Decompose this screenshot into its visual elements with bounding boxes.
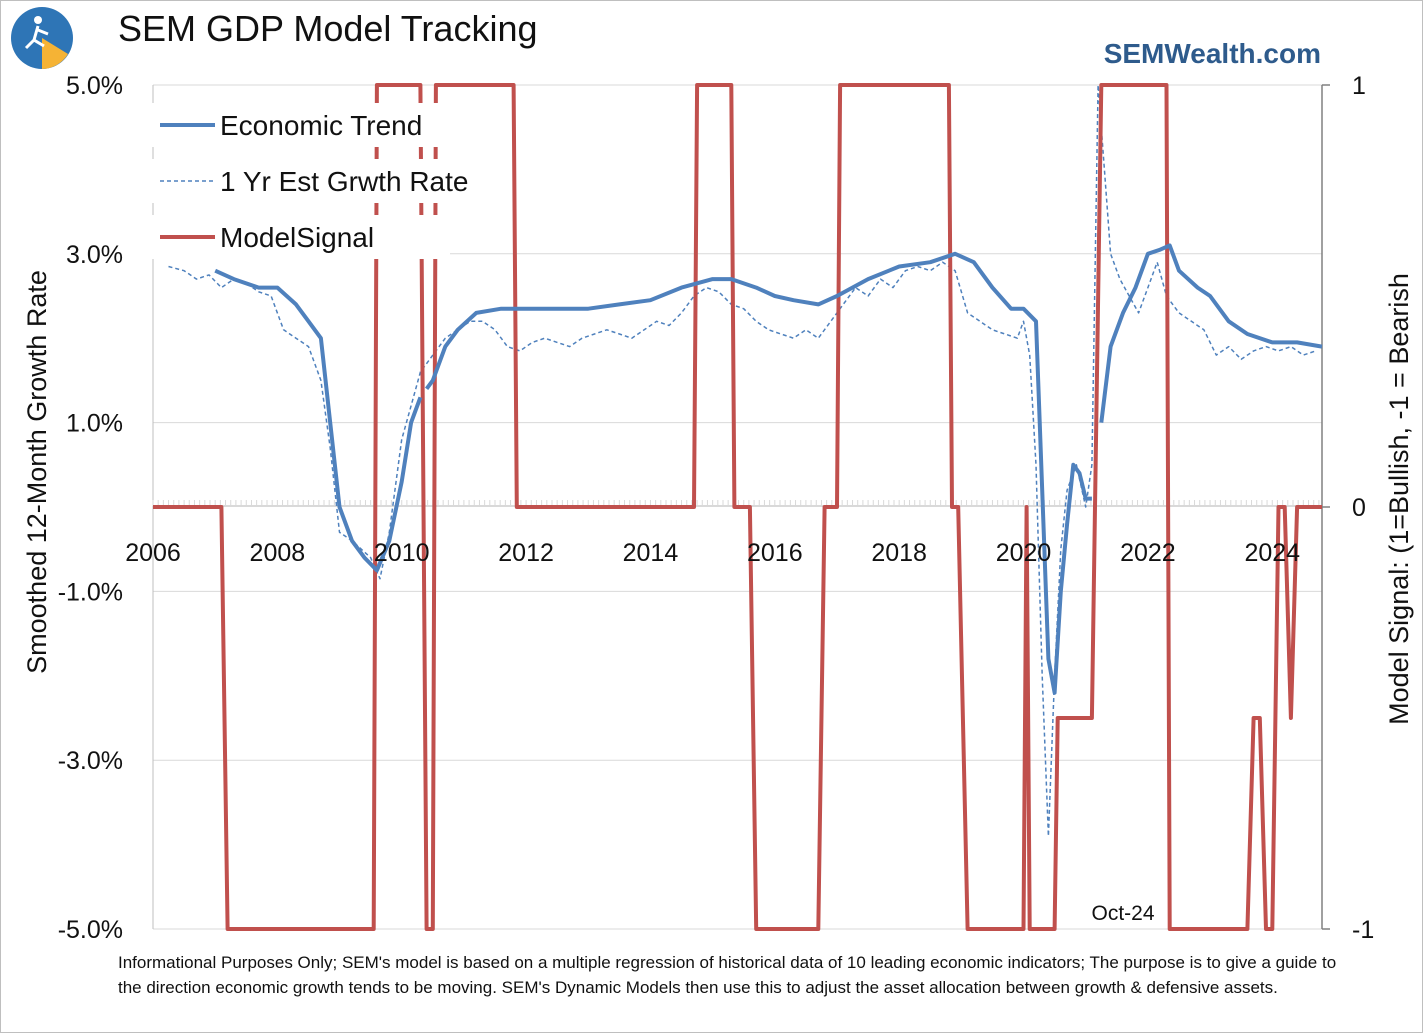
x-tick-label: 2006 — [125, 539, 181, 567]
series-line-modelsignal — [153, 83, 1322, 931]
x-tick-label: 2020 — [996, 539, 1052, 567]
x-tick-label: 2016 — [747, 539, 803, 567]
series-line-economic-trend — [1099, 243, 1323, 423]
series-line-economic-trend — [214, 268, 423, 573]
y-tick-label: 5.0% — [66, 72, 123, 100]
series-line-economic-trend — [424, 251, 1092, 695]
legend: Economic Trend 1 Yr Est Grwth Rate ModelSi… — [150, 103, 468, 259]
x-tick-label: 2010 — [374, 539, 430, 567]
y-tick-label: -3.0% — [58, 747, 123, 775]
y2-tick-label: 0 — [1352, 494, 1366, 522]
y2-tick-label: -1 — [1352, 916, 1374, 944]
legend-bg — [150, 159, 450, 203]
chart-title: SEM GDP Model Tracking — [118, 8, 538, 49]
legend-entry: 1 Yr Est Grwth Rate — [220, 166, 468, 197]
series-line-1-yr-est-grwth-rate — [168, 84, 1317, 837]
date-annotation: Oct-24 — [1091, 902, 1154, 925]
brand-label: SEMWealth.com — [1103, 38, 1321, 69]
y-axis-title: Smoothed 12-Month Growth Rate — [22, 270, 52, 674]
x-tick-label: 2012 — [498, 539, 554, 567]
x-tick-label: 2022 — [1120, 539, 1176, 567]
y2-axis-title: Model Signal: (1=Bullish, -1 = Bearish — [1384, 273, 1414, 725]
axis-labels: 5.0% 3.0% 1.0% -1.0% -3.0% -5.0% 1 0 -1 2006 2008 2… — [22, 72, 1414, 944]
x-tick-label: 2018 — [871, 539, 927, 567]
legend-entry: Economic Trend — [220, 110, 422, 141]
series-layer — [153, 83, 1323, 931]
x-tick-label: 2008 — [250, 539, 306, 567]
x-tick-label: 2014 — [623, 539, 679, 567]
y-tick-label: 3.0% — [66, 241, 123, 269]
y2-tick-label: 1 — [1352, 72, 1366, 100]
x-tick-label: 2024 — [1244, 539, 1300, 567]
y-tick-label: 1.0% — [66, 410, 123, 438]
y-tick-label: -5.0% — [58, 916, 123, 944]
y-tick-label: -1.0% — [58, 578, 123, 606]
footnote: Informational Purposes Only; SEM's model… — [118, 953, 1337, 997]
sem-logo-icon — [11, 7, 73, 69]
legend-entry: ModelSignal — [220, 222, 374, 253]
